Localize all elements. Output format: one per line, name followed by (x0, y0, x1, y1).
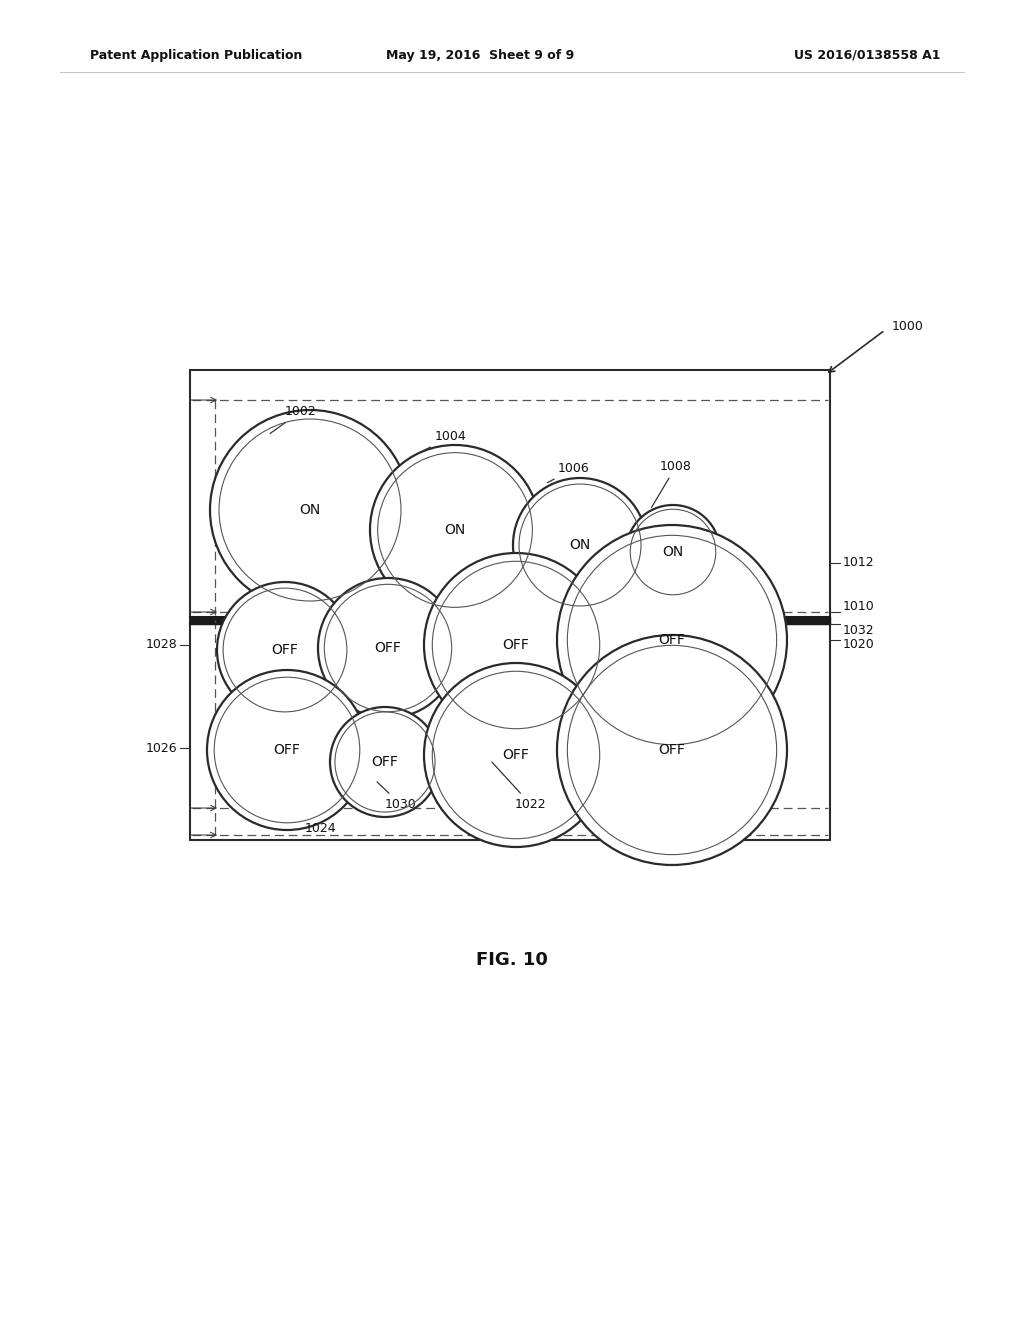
Text: US 2016/0138558 A1: US 2016/0138558 A1 (794, 49, 940, 62)
Text: FIG. 10: FIG. 10 (476, 950, 548, 969)
Text: 1002: 1002 (270, 405, 316, 433)
Text: OFF: OFF (658, 634, 685, 647)
Text: OFF: OFF (372, 755, 398, 770)
Text: ON: ON (569, 539, 591, 552)
Text: 1006: 1006 (548, 462, 590, 483)
Text: OFF: OFF (658, 743, 685, 756)
Circle shape (626, 506, 720, 599)
Text: 1010: 1010 (843, 599, 874, 612)
Text: 1026: 1026 (145, 742, 177, 755)
Bar (190, 370, 830, 840)
Text: 1032: 1032 (843, 623, 874, 636)
Circle shape (424, 663, 608, 847)
Circle shape (207, 671, 367, 830)
Circle shape (557, 525, 787, 755)
Circle shape (513, 478, 647, 612)
Circle shape (370, 445, 540, 615)
Circle shape (318, 578, 458, 718)
Text: 1030: 1030 (377, 781, 417, 810)
Circle shape (210, 411, 410, 610)
Circle shape (424, 553, 608, 737)
Text: 1004: 1004 (418, 430, 467, 454)
Circle shape (557, 635, 787, 865)
Text: 1028: 1028 (145, 639, 177, 652)
Circle shape (217, 582, 353, 718)
Text: OFF: OFF (503, 638, 529, 652)
Circle shape (330, 708, 440, 817)
Text: ON: ON (444, 523, 466, 537)
Text: OFF: OFF (271, 643, 298, 657)
Text: Patent Application Publication: Patent Application Publication (90, 49, 302, 62)
Text: ON: ON (663, 545, 684, 558)
Text: 1000: 1000 (892, 321, 924, 334)
Text: May 19, 2016  Sheet 9 of 9: May 19, 2016 Sheet 9 of 9 (386, 49, 574, 62)
Text: 1020: 1020 (843, 639, 874, 652)
Text: 1024: 1024 (304, 821, 336, 834)
Text: 1008: 1008 (651, 459, 692, 508)
Text: OFF: OFF (375, 642, 401, 655)
Text: ON: ON (299, 503, 321, 517)
Text: 1022: 1022 (492, 762, 547, 810)
Text: 1012: 1012 (843, 557, 874, 569)
Text: OFF: OFF (273, 743, 300, 756)
Text: OFF: OFF (503, 748, 529, 762)
